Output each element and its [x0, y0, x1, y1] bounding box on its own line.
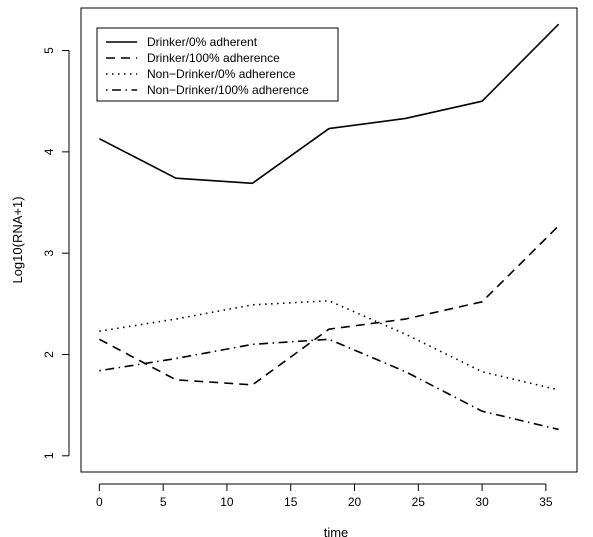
x-tick-label: 30: [475, 495, 489, 509]
series-line-4: [99, 338, 559, 431]
x-tick-label: 5: [160, 495, 167, 509]
legend-label-3: Non−Drinker/0% adherence: [147, 67, 296, 81]
y-tick-label: 3: [42, 250, 56, 257]
plot-frame: [80, 7, 578, 473]
y-axis: 1 2 3 4 5: [42, 47, 70, 459]
legend-label-1: Drinker/0% adherent: [147, 35, 258, 49]
series-line-1: [99, 23, 560, 185]
y-tick-label: 2: [42, 351, 56, 358]
series-line-2: [98, 225, 560, 386]
series-lines: [98, 23, 560, 431]
legend: Drinker/0% adherent Drinker/100% adherenc…: [96, 27, 339, 102]
legend-label-2: Drinker/100% adherence: [147, 51, 280, 65]
x-tick-label: 0: [96, 495, 103, 509]
x-axis-label: time: [324, 525, 349, 537]
x-tick-label: 25: [412, 495, 426, 509]
legend-box: [96, 27, 339, 102]
x-tick-label: 20: [348, 495, 362, 509]
x-tick-label: 15: [284, 495, 298, 509]
legend-label-4: Non−Drinker/100% adherence: [147, 83, 309, 97]
y-tick-label: 1: [42, 452, 56, 459]
x-tick-label: 35: [539, 495, 553, 509]
y-tick-label: 5: [42, 47, 56, 54]
y-tick-label: 4: [42, 148, 56, 155]
y-axis-label: Log10(RNA+1): [10, 196, 25, 283]
x-axis: 0 5 10 15 20 25 30 35: [96, 483, 553, 509]
x-tick-label: 10: [220, 495, 234, 509]
